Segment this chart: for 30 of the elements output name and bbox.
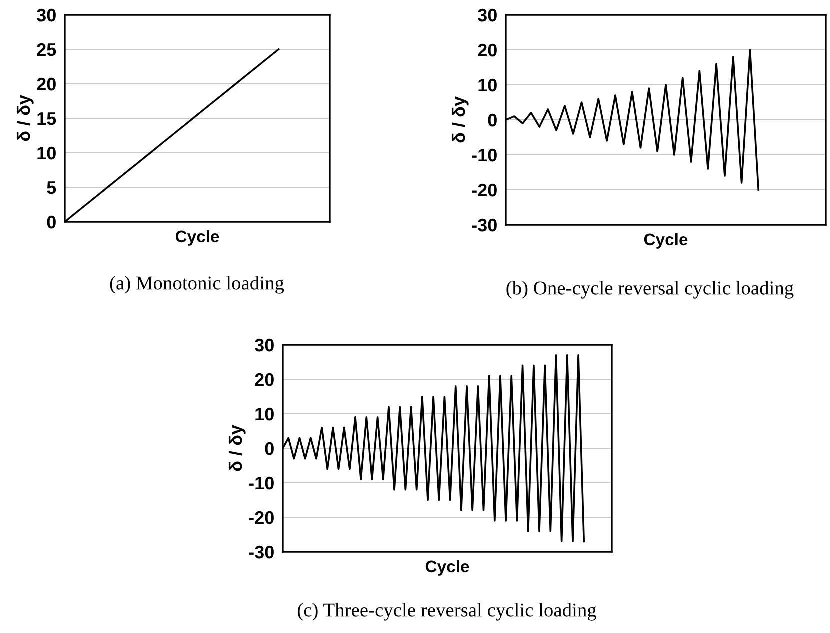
x-axis-title: Cycle — [176, 230, 220, 246]
y-tick-label: 15 — [38, 112, 56, 126]
y-tick-label: 30 — [255, 338, 274, 352]
y-tick-label: -10 — [249, 476, 274, 490]
y-tick-label: 20 — [255, 373, 274, 386]
y-tick-label: 30 — [37, 8, 56, 22]
y-tick-label: 0 — [265, 442, 274, 456]
y-axis-title: δ / δy — [16, 95, 34, 142]
y-tick-label: 20 — [37, 78, 56, 91]
y-tick-label: -20 — [249, 511, 274, 524]
x-axis-title: Cycle — [426, 560, 470, 576]
y-tick-label: 10 — [478, 78, 497, 92]
x-axis-title: Cycle — [644, 233, 688, 249]
y-tick-label: -30 — [249, 546, 274, 559]
y-tick-label: 5 — [47, 182, 56, 194]
y-tick-label: 25 — [37, 43, 56, 56]
y-tick-label: 0 — [47, 216, 56, 229]
y-tick-label: 0 — [488, 114, 497, 127]
text: (c) Three-cycle reversal cyclic loading — [298, 603, 597, 621]
y-tick-label: 10 — [256, 408, 274, 421]
y-tick-label: 30 — [478, 8, 497, 22]
y-tick-label: -30 — [472, 218, 497, 232]
text: (a) Monotonic loading — [110, 276, 284, 294]
y-tick-label: 20 — [478, 44, 497, 57]
y-tick-label: -10 — [472, 148, 497, 162]
y-tick-label: 10 — [38, 146, 56, 160]
text: (b) One-cycle reversal cyclic loading — [506, 281, 794, 299]
y-axis-title: δ / δy — [452, 96, 469, 143]
y-tick-label: -20 — [472, 184, 497, 197]
y-axis-title: δ / δy — [228, 425, 246, 472]
